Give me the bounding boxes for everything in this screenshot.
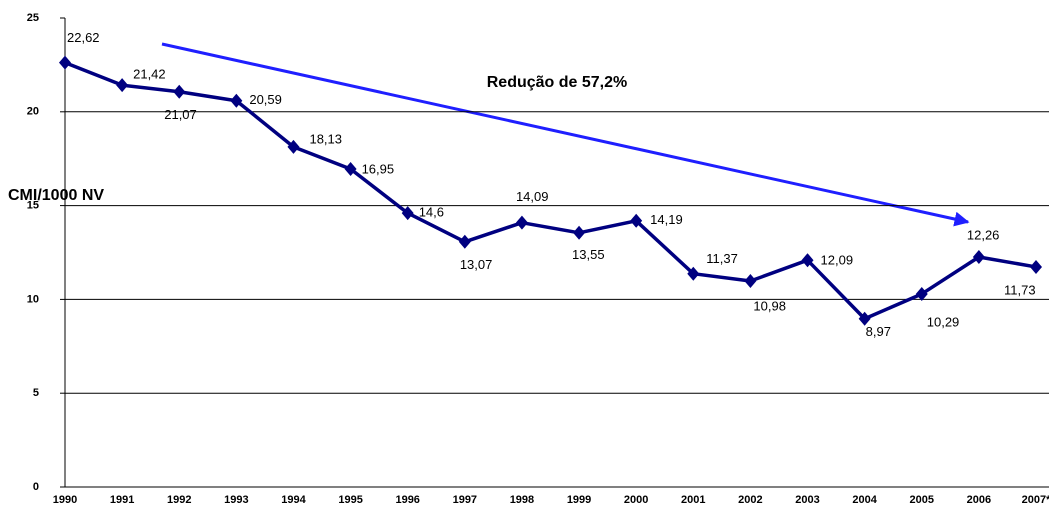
annotation: Redução de 57,2%: [487, 74, 628, 91]
y-tick-label: 20: [27, 106, 39, 118]
x-tick-label: 1997: [453, 494, 477, 506]
value-label: 11,73: [1004, 282, 1036, 297]
value-label: 12,09: [821, 253, 854, 268]
marker: [230, 93, 243, 108]
marker: [744, 274, 757, 289]
marker: [515, 215, 528, 230]
y-tick-label: 10: [27, 293, 39, 305]
x-tick-label: 2005: [910, 494, 934, 506]
x-tick-label: 2001: [681, 494, 705, 506]
y-tick-label: 15: [27, 200, 39, 212]
x-tick-label: 1996: [395, 494, 419, 506]
y-tick-label: 0: [33, 481, 39, 493]
y-tick-label: 5: [33, 387, 39, 399]
x-tick-label: 2002: [738, 494, 762, 506]
value-label: 14,09: [516, 189, 549, 204]
x-tick-label: 2006: [967, 494, 991, 506]
value-label: 22,62: [67, 30, 100, 45]
x-tick-label: 1990: [53, 494, 77, 506]
value-label: 14,6: [419, 205, 444, 220]
x-tick-label: 1991: [110, 494, 134, 506]
value-label: 13,55: [572, 247, 605, 262]
x-tick-label: 1992: [167, 494, 191, 506]
x-tick-label: 1993: [224, 494, 248, 506]
x-tick-label: 1999: [567, 494, 591, 506]
marker: [173, 84, 186, 99]
marker: [1030, 259, 1042, 274]
x-tick-label: 1995: [338, 494, 362, 506]
value-label: 14,19: [650, 212, 683, 227]
value-label: 18,13: [309, 131, 342, 146]
value-label: 16,95: [362, 161, 395, 176]
value-label: 12,26: [967, 227, 1000, 242]
x-tick-label: 2007*: [1022, 494, 1049, 506]
marker: [972, 250, 985, 265]
value-label: 13,07: [460, 257, 493, 272]
x-tick-label: 2004: [852, 494, 877, 506]
trend-arrow: [161, 42, 970, 227]
x-tick-label: 2003: [795, 494, 819, 506]
marker: [59, 55, 71, 70]
value-label: 10,98: [753, 298, 786, 313]
marker: [287, 139, 300, 154]
marker: [458, 234, 471, 249]
value-label: 21,07: [164, 107, 197, 122]
value-label: 10,29: [927, 314, 960, 329]
value-label: 20,59: [249, 92, 282, 107]
x-tick-label: 1998: [510, 494, 534, 506]
marker: [801, 253, 814, 268]
x-tick-label: 1994: [281, 494, 306, 506]
marker: [401, 206, 414, 221]
value-label: 11,37: [706, 251, 738, 266]
marker: [630, 213, 643, 228]
y-tick-label: 25: [27, 12, 39, 24]
marker: [858, 311, 871, 326]
value-label: 8,97: [866, 324, 891, 339]
marker: [687, 266, 700, 281]
marker: [915, 286, 928, 301]
line: [64, 61, 1037, 321]
marker: [573, 225, 586, 240]
marker: [116, 78, 129, 93]
y-axis-label: CMI/1000 NV: [8, 187, 104, 204]
marker: [344, 162, 357, 177]
value-label: 21,42: [133, 67, 166, 82]
x-tick-label: 2000: [624, 494, 648, 506]
